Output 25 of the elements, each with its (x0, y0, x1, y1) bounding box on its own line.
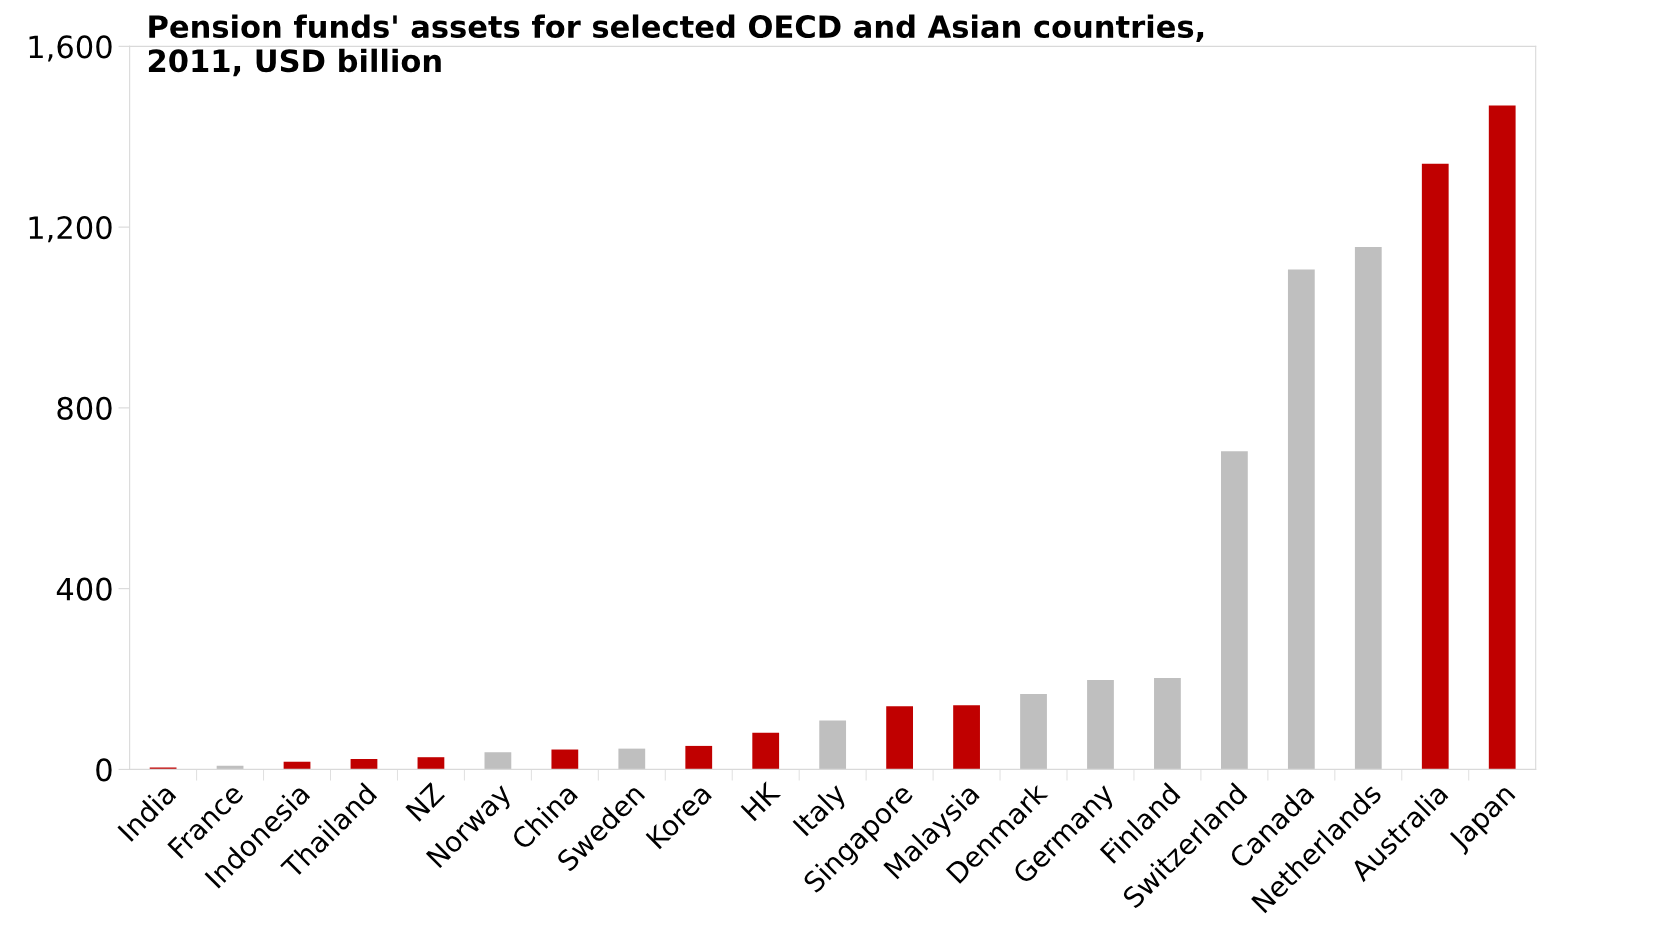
bar (1020, 693, 1047, 770)
bar (1221, 451, 1248, 770)
bar (1488, 105, 1516, 770)
y-tick-label: 1,600 (29, 35, 112, 62)
bar (618, 748, 646, 770)
bar (819, 720, 847, 770)
bar (551, 749, 579, 770)
bar (484, 752, 512, 770)
bar (1421, 163, 1449, 770)
bar (1087, 679, 1114, 770)
bar (350, 759, 378, 770)
y-tick-label: 400 (56, 577, 112, 601)
bar (1154, 678, 1181, 770)
x-tick-label: HK (740, 780, 782, 822)
bar (417, 757, 445, 770)
bar (685, 745, 713, 770)
bar (886, 706, 914, 770)
bar (752, 732, 780, 770)
y-tick-label: 0 (96, 758, 112, 782)
bar (1354, 247, 1382, 770)
bar (953, 705, 980, 770)
y-tick-label: 1,200 (29, 216, 112, 243)
y-tick-label: 800 (57, 396, 112, 420)
bar (1287, 269, 1315, 770)
chart-title: Pension funds' assets for selected OECD and Asian countries, 2011, USD billion (148, 14, 1204, 77)
